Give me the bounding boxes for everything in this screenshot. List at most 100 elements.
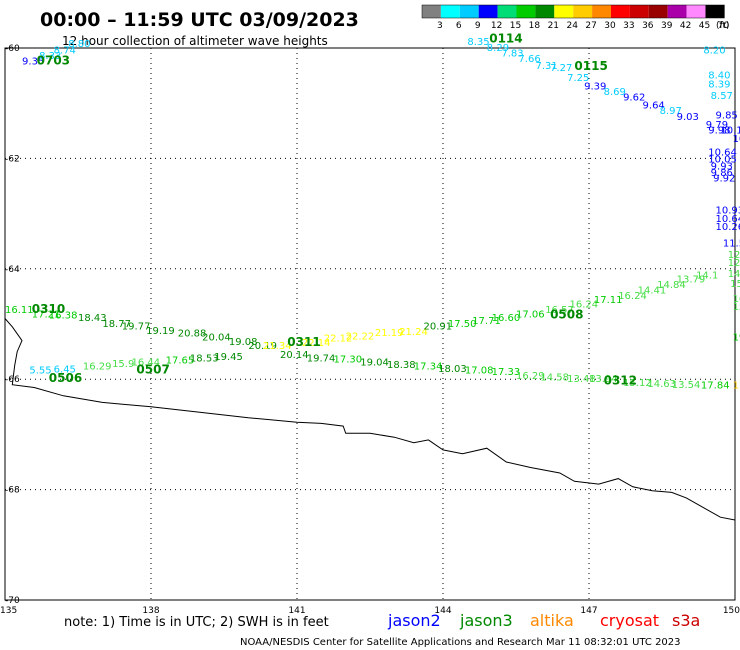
- swh-value-label: 16.11: [5, 305, 34, 316]
- swh-value-label: 15.9: [112, 359, 134, 370]
- y-tick-label: -70: [5, 596, 20, 606]
- swh-value-label: 19.77: [122, 322, 151, 333]
- y-tick-label: -64: [5, 265, 20, 275]
- swh-value-label: 20.88: [178, 329, 207, 340]
- units-note: note: 1) Time is in UTC; 2) SWH is in fe…: [64, 615, 329, 630]
- swh-value-label: 9.03: [677, 112, 699, 123]
- swh-value-label: 8.69: [604, 87, 626, 98]
- swh-value-label: 22.22: [346, 331, 375, 342]
- swh-value-label: 10.64: [716, 214, 740, 225]
- swh-value-label: 17.30: [334, 355, 363, 366]
- swh-value-label: 20.91: [424, 322, 453, 333]
- swh-value-label: 8.40: [708, 70, 730, 81]
- swh-value-label: 8.20: [703, 46, 725, 57]
- swh-value-label: 9.86: [711, 168, 733, 179]
- footer-credit: NOAA/NESDIS Center for Satellite Applica…: [240, 637, 681, 648]
- swh-value-label: 9.35: [22, 57, 44, 68]
- swh-value-label: 20.19: [248, 341, 277, 352]
- color-bar-swatch: [516, 5, 536, 18]
- swh-value-label: 8.33: [39, 51, 61, 62]
- swh-value-label: 20.14: [280, 350, 309, 361]
- swh-value-label: 18.77: [102, 319, 131, 330]
- swh-value-label: 16.60: [492, 313, 521, 324]
- color-bar-unit: (ft): [716, 21, 730, 31]
- color-bar-swatch: [611, 5, 630, 18]
- swh-value-label: 9.64: [643, 101, 665, 112]
- swh-value-label: 21.19: [375, 328, 404, 339]
- swh-value-label: 7.31: [535, 61, 557, 72]
- satellite-legend-jason3: jason3: [459, 611, 513, 630]
- x-tick-label: 150: [723, 606, 740, 616]
- color-bar-swatch: [629, 5, 649, 18]
- color-bar-label: 27: [585, 21, 596, 31]
- pass-time-label: 0115: [574, 59, 607, 73]
- swh-value-label: 19.08: [229, 337, 258, 348]
- swh-value-label: 15.7: [730, 279, 740, 290]
- color-bar-label: 42: [680, 21, 691, 31]
- satellite-legend-jason2: jason2: [387, 611, 441, 630]
- swh-value-label: 18.38: [387, 360, 416, 371]
- swh-value-label: 6.45: [54, 365, 76, 376]
- color-bar-label: 33: [623, 21, 634, 31]
- color-bar-swatch: [667, 5, 687, 18]
- x-tick-label: 135: [0, 606, 17, 616]
- x-tick-label: 147: [580, 606, 597, 616]
- swh-value-label: 13.79: [677, 275, 706, 286]
- swh-value-label: 10.26: [716, 222, 740, 233]
- swh-value-label: 10.05: [708, 154, 737, 165]
- swh-value-label: 16.44: [132, 357, 161, 368]
- swh-value-label: 21.34: [263, 341, 292, 352]
- swh-value-label: 12.3: [728, 250, 740, 261]
- satellite-legend-altika: altika: [530, 611, 574, 630]
- pass-time-labels: 0703 0114 0115 0310 0311 0508 0506 0507 0312: [32, 31, 637, 387]
- y-tick-label: -60: [5, 44, 20, 54]
- swh-value-label: 9.85: [716, 111, 738, 122]
- color-bar-swatch: [705, 5, 725, 18]
- swh-value-label: 20.04: [202, 333, 231, 344]
- x-tick-label: 141: [288, 606, 305, 616]
- swh-value-label: 10.54: [733, 134, 740, 145]
- color-bar-label: 3: [437, 21, 443, 31]
- swh-value-label: 8.29: [487, 43, 509, 54]
- color-bar-swatch: [592, 5, 611, 18]
- pass-time-label: 0506: [49, 371, 82, 385]
- pass-time-label: 0114: [489, 31, 522, 45]
- swh-value-label: 15: [733, 302, 740, 313]
- swh-value-label: 10.64: [708, 148, 737, 159]
- color-bar-label: 21: [548, 21, 559, 31]
- swh-value-label: 14.58: [540, 372, 569, 383]
- swh-value-label: 13.48: [567, 374, 596, 385]
- color-bar-frame: [421, 4, 725, 19]
- swh-value-label: 16: [733, 294, 740, 305]
- swh-value-label: 17.34: [414, 361, 443, 372]
- swh-value-label: 19.19: [146, 326, 175, 337]
- color-bar-label: 70: [718, 21, 730, 31]
- swh-value-label: 14.1: [696, 271, 718, 282]
- pass-time-label: 0312: [604, 374, 637, 388]
- wave-height-labels: 9.358.338.748.80 8.358.297.837.667.317.27…: [5, 37, 740, 391]
- color-bar-label: 12: [491, 21, 502, 31]
- color-bar-swatch: [648, 5, 668, 18]
- coastline: [4, 318, 736, 521]
- swh-value-label: 19: [733, 333, 740, 344]
- pass-time-label: 0507: [136, 363, 169, 377]
- swh-value-label: 9.39: [584, 81, 606, 92]
- swh-value-label: 17.08: [465, 366, 494, 377]
- x-tick-label: 138: [142, 606, 159, 616]
- swh-value-label: 9.79: [706, 120, 728, 131]
- swh-value-label: 16.57: [545, 305, 574, 316]
- color-bar-swatch: [535, 5, 555, 18]
- swh-value-label: 16.29: [83, 361, 112, 372]
- swh-value-label: 18.53: [190, 354, 219, 365]
- x-tick-label: 144: [434, 606, 451, 616]
- pass-time-label: 0703: [37, 54, 70, 68]
- color-bar-swatch: [459, 5, 479, 18]
- color-bar-label: 18: [529, 21, 541, 31]
- pass-time-label: 0508: [550, 307, 583, 321]
- swh-value-label: 8.39: [708, 80, 730, 91]
- swh-value-label: 8.57: [711, 91, 733, 102]
- swh-value-label: 8.35: [467, 37, 489, 48]
- y-tick-label: -62: [5, 154, 20, 164]
- color-bar-swatch: [497, 5, 517, 18]
